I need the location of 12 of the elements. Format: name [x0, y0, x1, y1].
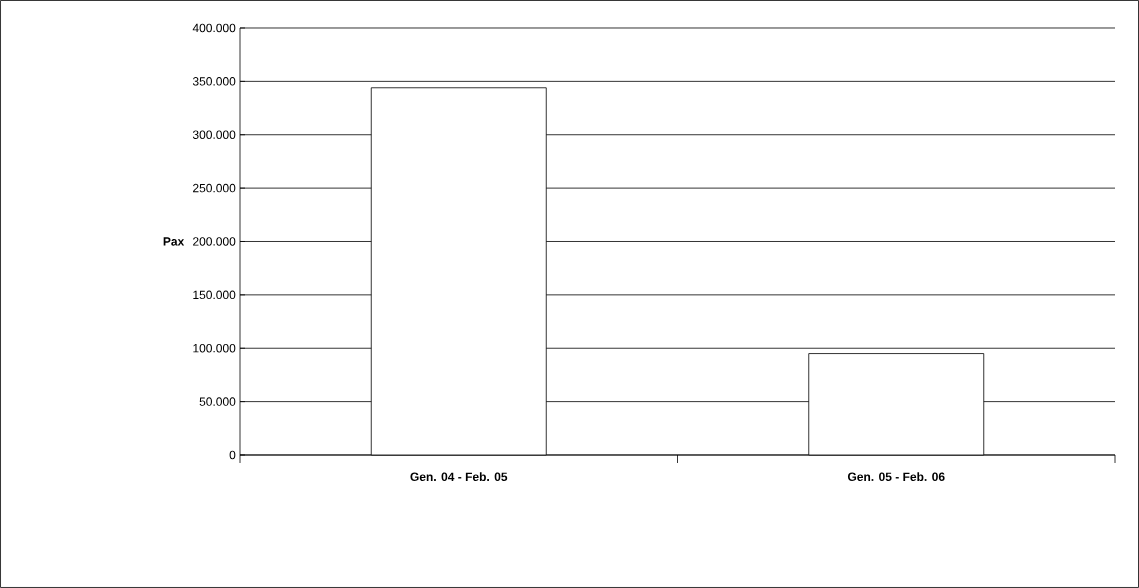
y-axis-title: Pax [163, 237, 185, 246]
y-tick-label: 100.000 [193, 343, 236, 353]
y-tick-label: 350.000 [192, 77, 236, 86]
y-tick-label: 150.000 [193, 290, 236, 300]
y-tick-label: 0 [229, 450, 236, 460]
y-tick-label: 300.000 [192, 130, 236, 139]
y-tick-label: 50.000 [199, 397, 236, 406]
y-tick-label: 200.000 [193, 237, 236, 246]
x-tick-label: Gen. 05 - Feb. 06 [847, 472, 945, 481]
y-tick-label: 400.000 [192, 23, 236, 33]
x-tick-label: Gen. 04 - Feb. 05 [410, 472, 508, 481]
y-tick-label: 250.000 [193, 183, 236, 193]
